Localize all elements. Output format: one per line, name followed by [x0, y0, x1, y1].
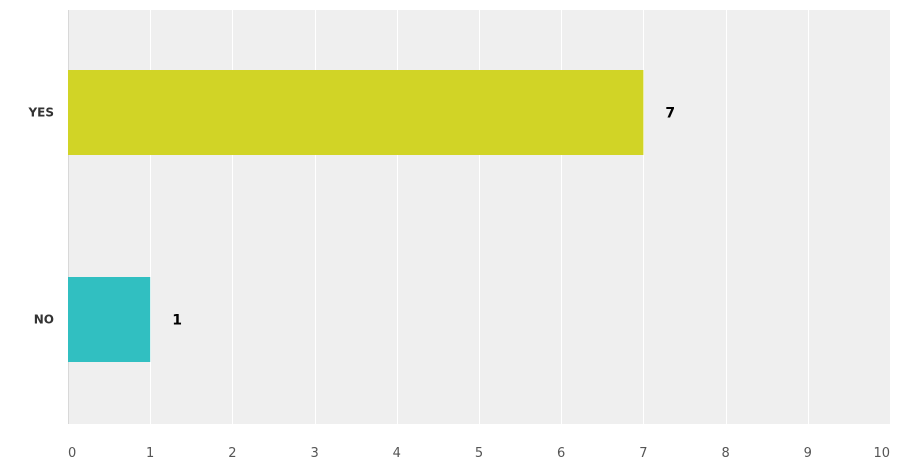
x-tick-label-7: 7 — [639, 446, 647, 461]
x-tick-label-6: 6 — [557, 446, 565, 461]
bars — [68, 70, 644, 362]
x-tick-label-0: 0 — [68, 446, 76, 461]
category-labels: YES NO — [27, 106, 54, 327]
bar-no — [68, 277, 151, 362]
x-tick-label-5: 5 — [475, 446, 483, 461]
x-axis-ticks: 0 1 2 3 4 5 6 7 8 9 10 — [68, 446, 890, 461]
category-label-no: NO — [34, 313, 54, 327]
x-tick-label-2: 2 — [228, 446, 236, 461]
value-label-yes: 7 — [665, 106, 675, 122]
value-label-no: 1 — [172, 313, 182, 329]
x-tick-label-1: 1 — [146, 446, 154, 461]
x-tick-label-4: 4 — [393, 446, 401, 461]
x-tick-label-9: 9 — [804, 446, 812, 461]
value-labels: 71 — [172, 106, 675, 329]
category-label-yes: YES — [27, 106, 54, 120]
x-tick-label-3: 3 — [310, 446, 318, 461]
x-tick-label-8: 8 — [721, 446, 729, 461]
x-tick-label-10: 10 — [873, 446, 890, 461]
bar-yes — [68, 70, 644, 155]
